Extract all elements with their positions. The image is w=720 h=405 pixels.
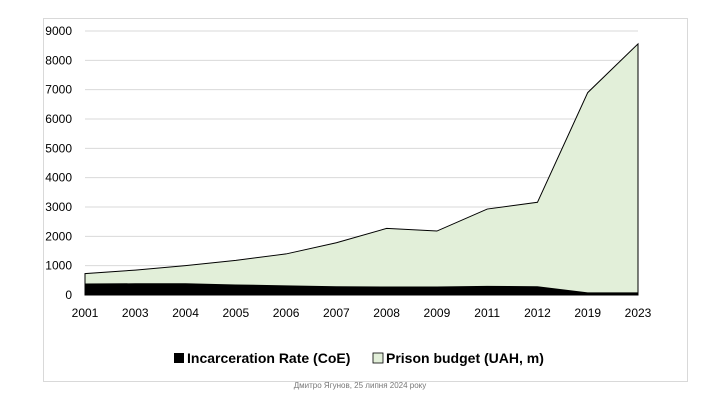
x-tick-label: 2008: [373, 306, 400, 320]
y-tick-label: 5000: [45, 141, 72, 155]
prison-budget-area: [84, 42, 639, 296]
y-tick-label: 8000: [45, 53, 72, 67]
x-tick-label: 2019: [574, 306, 601, 320]
x-tick-label: 2007: [323, 306, 350, 320]
y-tick-label: 9000: [45, 24, 72, 38]
y-tick-label: 4000: [45, 171, 72, 185]
x-tick-label: 2001: [72, 306, 99, 320]
legend-swatch-incarceration: [174, 353, 184, 363]
legend-label-incarceration: Incarceration Rate (CoE): [187, 350, 350, 366]
y-tick-label: 0: [65, 288, 72, 302]
x-tick-label: 2004: [172, 306, 199, 320]
y-tick-label: 2000: [45, 229, 72, 243]
x-tick-label: 2009: [424, 306, 451, 320]
legend-swatch-budget: [372, 352, 384, 364]
x-tick-label: 2005: [222, 306, 249, 320]
x-tick-label: 2003: [122, 306, 149, 320]
chart-caption: Дмитро Ягунов, 25 липня 2024 року: [293, 381, 427, 390]
x-tick-label: 2011: [474, 306, 500, 320]
y-tick-label: 6000: [45, 112, 72, 126]
y-tick-label: 7000: [45, 83, 72, 97]
x-tick-label: 2012: [524, 306, 551, 320]
x-tick-label: 2006: [273, 306, 300, 320]
legend-label-budget: Prison budget (UAH, m): [386, 350, 544, 366]
incarceration-rate-area: [85, 283, 638, 295]
y-tick-label: 1000: [45, 259, 72, 273]
x-tick-label: 2023: [625, 306, 652, 320]
y-tick-label: 3000: [45, 200, 72, 214]
